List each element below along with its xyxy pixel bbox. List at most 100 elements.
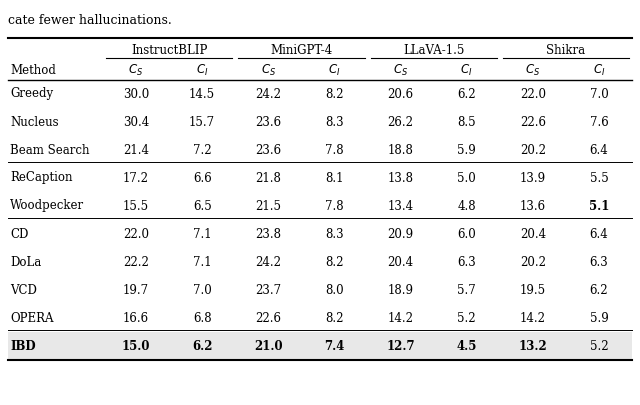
Text: 5.5: 5.5	[589, 171, 608, 185]
Text: 14.2: 14.2	[388, 311, 413, 324]
Text: 22.2: 22.2	[123, 256, 149, 269]
Text: 7.1: 7.1	[193, 228, 211, 241]
Text: 8.5: 8.5	[458, 115, 476, 128]
Text: 7.8: 7.8	[325, 143, 344, 156]
Text: 18.8: 18.8	[388, 143, 413, 156]
Text: 7.1: 7.1	[193, 256, 211, 269]
Text: 21.8: 21.8	[255, 171, 281, 185]
Text: 21.4: 21.4	[123, 143, 149, 156]
Text: 6.4: 6.4	[589, 228, 608, 241]
Text: 20.6: 20.6	[387, 87, 413, 100]
Text: $C_S$: $C_S$	[525, 62, 540, 77]
Bar	[8, 332, 632, 360]
Text: 8.2: 8.2	[325, 87, 344, 100]
Text: 7.0: 7.0	[193, 284, 212, 296]
Text: ReCaption: ReCaption	[10, 171, 72, 185]
Text: 23.8: 23.8	[255, 228, 282, 241]
Text: 20.4: 20.4	[387, 256, 413, 269]
Text: MiniGPT-4: MiniGPT-4	[270, 43, 333, 57]
Text: 7.0: 7.0	[589, 87, 608, 100]
Text: 6.2: 6.2	[589, 284, 608, 296]
Text: 5.2: 5.2	[589, 339, 608, 352]
Text: 7.8: 7.8	[325, 200, 344, 213]
Text: 23.7: 23.7	[255, 284, 282, 296]
Text: 6.8: 6.8	[193, 311, 211, 324]
Text: 19.7: 19.7	[123, 284, 149, 296]
Text: 30.4: 30.4	[123, 115, 149, 128]
Text: $C_I$: $C_I$	[328, 62, 340, 77]
Text: 13.8: 13.8	[388, 171, 413, 185]
Text: 23.6: 23.6	[255, 115, 282, 128]
Text: cate fewer hallucinations.: cate fewer hallucinations.	[8, 14, 172, 27]
Text: 6.2: 6.2	[192, 339, 212, 352]
Text: 5.9: 5.9	[589, 311, 608, 324]
Text: 21.5: 21.5	[255, 200, 282, 213]
Text: 30.0: 30.0	[123, 87, 149, 100]
Text: 5.9: 5.9	[458, 143, 476, 156]
Text: 5.2: 5.2	[458, 311, 476, 324]
Text: 13.6: 13.6	[520, 200, 546, 213]
Text: 17.2: 17.2	[123, 171, 149, 185]
Text: 15.5: 15.5	[123, 200, 149, 213]
Text: 20.4: 20.4	[520, 228, 546, 241]
Text: 7.4: 7.4	[324, 339, 344, 352]
Text: 6.4: 6.4	[589, 143, 608, 156]
Text: 6.3: 6.3	[458, 256, 476, 269]
Text: 15.7: 15.7	[189, 115, 215, 128]
Text: 5.1: 5.1	[589, 200, 609, 213]
Text: 8.1: 8.1	[325, 171, 344, 185]
Text: 22.0: 22.0	[520, 87, 546, 100]
Text: Nucleus: Nucleus	[10, 115, 59, 128]
Text: VCD: VCD	[10, 284, 37, 296]
Text: $C_I$: $C_I$	[196, 62, 209, 77]
Text: CD: CD	[10, 228, 28, 241]
Text: 21.0: 21.0	[254, 339, 283, 352]
Text: 23.6: 23.6	[255, 143, 282, 156]
Text: 19.5: 19.5	[520, 284, 546, 296]
Text: OPERA: OPERA	[10, 311, 54, 324]
Text: 24.2: 24.2	[255, 87, 282, 100]
Text: 13.2: 13.2	[518, 339, 547, 352]
Text: 14.2: 14.2	[520, 311, 546, 324]
Text: 6.5: 6.5	[193, 200, 212, 213]
Text: 12.7: 12.7	[387, 339, 415, 352]
Text: Woodpecker: Woodpecker	[10, 200, 84, 213]
Text: 24.2: 24.2	[255, 256, 282, 269]
Text: 5.7: 5.7	[458, 284, 476, 296]
Text: 6.2: 6.2	[458, 87, 476, 100]
Text: 8.3: 8.3	[325, 115, 344, 128]
Text: 8.2: 8.2	[325, 256, 344, 269]
Text: 13.9: 13.9	[520, 171, 546, 185]
Text: Shikra: Shikra	[547, 43, 586, 57]
Text: $C_S$: $C_S$	[129, 62, 143, 77]
Text: 20.2: 20.2	[520, 256, 546, 269]
Text: 22.6: 22.6	[255, 311, 282, 324]
Text: 8.2: 8.2	[325, 311, 344, 324]
Text: 18.9: 18.9	[388, 284, 413, 296]
Text: InstructBLIP: InstructBLIP	[131, 43, 207, 57]
Text: Method: Method	[10, 64, 56, 77]
Text: $C_S$: $C_S$	[393, 62, 408, 77]
Text: 15.0: 15.0	[122, 339, 150, 352]
Text: DoLa: DoLa	[10, 256, 41, 269]
Text: 20.2: 20.2	[520, 143, 546, 156]
Text: 4.8: 4.8	[458, 200, 476, 213]
Text: 8.0: 8.0	[325, 284, 344, 296]
Text: 4.5: 4.5	[456, 339, 477, 352]
Text: 22.6: 22.6	[520, 115, 546, 128]
Text: 26.2: 26.2	[388, 115, 413, 128]
Text: 6.0: 6.0	[458, 228, 476, 241]
Text: 6.3: 6.3	[589, 256, 608, 269]
Text: 5.0: 5.0	[458, 171, 476, 185]
Text: 22.0: 22.0	[123, 228, 149, 241]
Text: $C_S$: $C_S$	[260, 62, 276, 77]
Text: $C_I$: $C_I$	[460, 62, 473, 77]
Text: 20.9: 20.9	[387, 228, 413, 241]
Text: 8.3: 8.3	[325, 228, 344, 241]
Text: 7.2: 7.2	[193, 143, 211, 156]
Text: IBD: IBD	[10, 339, 36, 352]
Text: 13.4: 13.4	[387, 200, 413, 213]
Text: 6.6: 6.6	[193, 171, 212, 185]
Text: 7.6: 7.6	[589, 115, 608, 128]
Text: 14.5: 14.5	[189, 87, 215, 100]
